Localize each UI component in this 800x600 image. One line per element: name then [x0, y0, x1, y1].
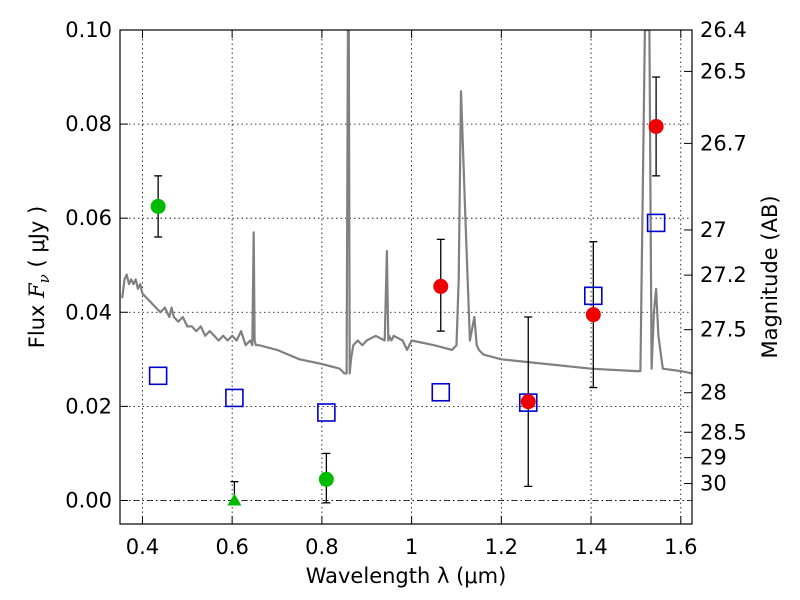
spectrum-line	[121, 30, 692, 375]
y-tick-label: 0.00	[65, 488, 112, 512]
magnitude-tick-label: 26.5	[700, 59, 747, 83]
model-square-marker	[646, 213, 666, 233]
model-square-marker	[518, 393, 538, 412]
magnitude-tick-label: 27.5	[700, 318, 747, 342]
magnitude-tick-label: 30	[700, 472, 727, 496]
model-square-marker	[431, 382, 451, 402]
photometry-circle-marker	[150, 198, 166, 214]
y-axis-label-symbol: F	[25, 282, 49, 299]
y-axis-label-suffix: ( μJy )	[25, 206, 49, 274]
y-axis-label-subscript: ν	[35, 274, 53, 283]
upper-limit-triangle-marker	[227, 493, 242, 506]
x-tick-label: 1	[405, 535, 418, 559]
photometry-circle-marker	[433, 278, 449, 294]
x-tick-label: 1.6	[664, 535, 697, 559]
spectrum-series	[121, 30, 692, 375]
axis-ticks: 0.4 0.6 0.8 1 1.2 1.4 1.6 0.00 0.02 0.04 0.06 0.08 0…	[65, 18, 747, 559]
photometry-circle-marker	[585, 307, 601, 323]
model-square-marker	[317, 403, 336, 422]
x-tick-label: 1.2	[485, 535, 518, 559]
y-tick-label: 0.08	[65, 112, 112, 136]
y-axis-label: Flux Fν ( μJy )	[25, 206, 53, 348]
magnitude-tick-label: 26.7	[700, 131, 747, 155]
model-square-marker	[225, 388, 244, 408]
photometry-circle-marker	[520, 394, 536, 410]
magnitude-tick-label: 29	[700, 446, 727, 470]
magnitude-tick-label: 26.4	[700, 18, 747, 42]
photometry-circle-marker	[648, 118, 664, 134]
photometry-circle-marker	[318, 471, 334, 487]
y-tick-label: 0.10	[65, 18, 112, 42]
y-tick-label: 0.02	[65, 394, 112, 418]
x-tick-label: 1.4	[574, 535, 607, 559]
x-tick-label: 0.4	[126, 535, 159, 559]
y-tick-label: 0.04	[65, 300, 112, 324]
plot-frame	[119, 29, 693, 525]
x-axis-label: Wavelength λ (μm)	[306, 564, 507, 588]
y2-axis-label: Magnitude (AB)	[758, 195, 782, 358]
grid-lines	[120, 29, 692, 524]
magnitude-tick-label: 27.2	[700, 263, 747, 287]
photometry-markers	[148, 118, 666, 506]
magnitude-tick-label: 28.5	[700, 420, 747, 444]
x-tick-label: 0.8	[305, 535, 338, 559]
model-square-marker	[584, 286, 603, 306]
x-tick-label: 0.6	[215, 535, 248, 559]
magnitude-tick-label: 27	[700, 218, 727, 242]
y-axis-label-prefix: Flux	[25, 298, 49, 348]
magnitude-tick-label: 28	[700, 381, 727, 405]
model-square-marker	[148, 366, 168, 386]
y-tick-label: 0.06	[65, 206, 112, 230]
